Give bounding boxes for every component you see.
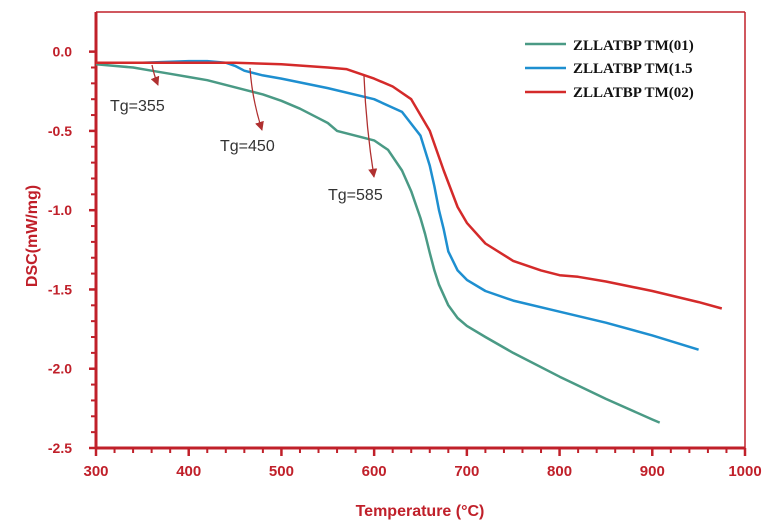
x-ticks: 300 400 500 600 700 800 900 1000 xyxy=(83,448,762,480)
x-tick-label: 600 xyxy=(362,463,387,480)
x-tick-label: 400 xyxy=(176,463,201,480)
series-line-tm15 xyxy=(96,59,699,351)
legend-label-tm01: ZLLATBP TM(01) xyxy=(573,38,694,54)
tg-label: Tg=585 xyxy=(328,187,383,204)
x-tick-label: 900 xyxy=(640,463,665,480)
legend-label-tm15: ZLLATBP TM(1.5 xyxy=(573,61,692,77)
y-tick-label: -1.0 xyxy=(48,202,72,218)
legend: ZLLATBP TM(01) ZLLATBP TM(1.5 ZLLATBP TM… xyxy=(525,38,694,101)
tg-arrow xyxy=(150,64,160,86)
legend-label-tm02: ZLLATBP TM(02) xyxy=(573,85,694,101)
tg-arrow xyxy=(249,67,264,131)
series-line-tm01 xyxy=(95,63,661,424)
tg-label: Tg=355 xyxy=(110,98,165,115)
x-tick-label: 700 xyxy=(454,463,479,480)
x-tick-label: 800 xyxy=(547,463,572,480)
tg-arrow xyxy=(363,75,378,178)
y-tick-label: -2.5 xyxy=(48,440,72,456)
x-tick-label: 500 xyxy=(269,463,294,480)
x-axis-title: Temperature (°C) xyxy=(356,503,485,520)
series-line-tm02 xyxy=(96,61,723,310)
y-axis-title: DSC(mW/mg) xyxy=(24,185,41,287)
y-tick-label: 0.0 xyxy=(53,44,73,60)
x-tick-label: 300 xyxy=(83,463,108,480)
y-tick-label: -0.5 xyxy=(48,123,72,139)
tg-annotations: Tg=355 Tg=450 Tg=585 xyxy=(110,64,383,204)
tg-label: Tg=450 xyxy=(220,138,275,155)
series-lines xyxy=(95,59,723,424)
y-tick-label: -2.0 xyxy=(48,361,72,377)
y-tick-label: -1.5 xyxy=(48,281,72,297)
y-ticks: 0.0 -0.5 -1.0 -1.5 -2.0 -2.5 xyxy=(48,44,96,456)
x-tick-label: 1000 xyxy=(728,463,761,480)
